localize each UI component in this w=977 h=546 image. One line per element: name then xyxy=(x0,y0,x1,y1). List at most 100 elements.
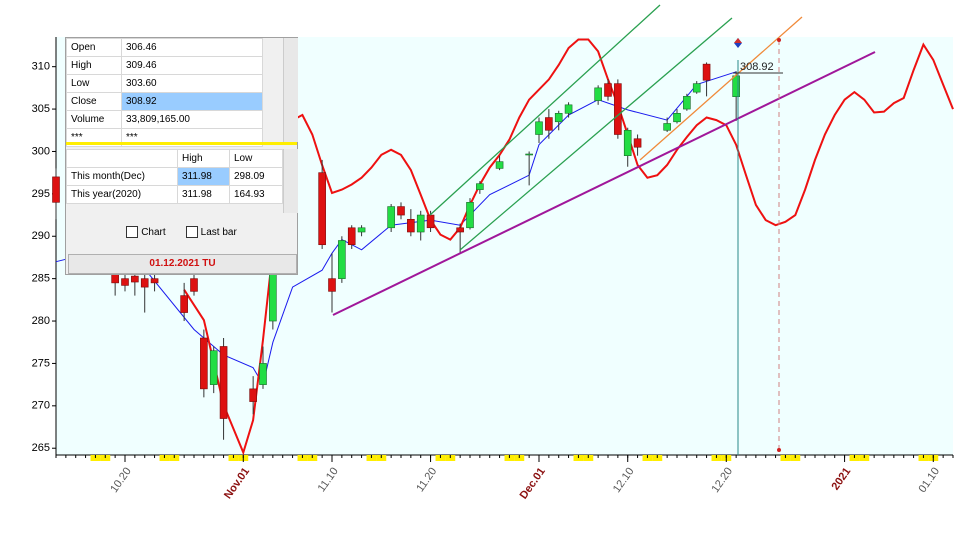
candle-body xyxy=(623,129,632,157)
checkbox[interactable]: Chart xyxy=(126,226,166,238)
candle-body xyxy=(219,346,228,419)
channel-line xyxy=(429,4,661,216)
range-cell: This month(Dec) xyxy=(66,167,178,186)
candle-body xyxy=(357,227,366,233)
drawing-tools xyxy=(332,4,876,455)
y-tick-label: 275 xyxy=(32,357,50,369)
candle-body xyxy=(121,278,129,286)
quote-row: Close 308.92 xyxy=(66,92,263,111)
header-cell xyxy=(66,149,178,168)
trend-line xyxy=(332,51,876,316)
candle-body xyxy=(614,83,622,135)
candle-body xyxy=(554,113,563,123)
quote-value: 309.46 xyxy=(121,56,263,75)
date-bar: 01.12.2021 TU xyxy=(68,254,297,274)
candle-body xyxy=(673,113,681,123)
x-tick-label: Nov.01 xyxy=(222,466,252,502)
quote-label: Volume xyxy=(66,110,122,129)
checkbox-label: Last bar xyxy=(200,226,237,238)
channel-line xyxy=(459,17,733,251)
x-tick-label: 01.10 xyxy=(917,466,943,495)
price-label: 308.92 xyxy=(740,61,774,73)
range-row: This year(2020) 311.98 164.93 xyxy=(66,185,284,204)
quote-value: 303.60 xyxy=(121,74,263,93)
range-cell: This year(2020) xyxy=(66,185,178,204)
quote-label: Open xyxy=(66,38,122,57)
candle-body xyxy=(249,388,257,402)
candle-body xyxy=(594,87,602,101)
x-tick-label: 12.10 xyxy=(611,466,637,495)
y-tick-label: 280 xyxy=(32,315,50,327)
y-tick-label: 305 xyxy=(32,103,50,115)
y-tick-label: 285 xyxy=(32,273,50,285)
x-tick-label: 2021 xyxy=(830,466,854,493)
range-header: High Low xyxy=(66,149,284,168)
candle-body xyxy=(663,123,671,131)
candle-body xyxy=(476,183,484,190)
header-cell: Low xyxy=(228,149,284,168)
range-cell: 311.98 xyxy=(176,185,230,204)
candle-body xyxy=(416,214,425,233)
range-row: This month(Dec) 311.98 298.09 xyxy=(66,167,284,186)
range-cell: 311.98 xyxy=(176,167,230,186)
info-panel: Open 306.46 High 309.46 Low 303.60 Close 308.92… xyxy=(65,37,298,275)
options: Chart Last bar xyxy=(66,226,297,238)
candle-body xyxy=(604,83,612,97)
quote-label: Close xyxy=(66,92,122,111)
checkbox-box xyxy=(185,226,198,238)
candle-body xyxy=(397,206,405,216)
quote-table: Open 306.46 High 309.46 Low 303.60 Close 308.92… xyxy=(66,38,263,147)
candle-body xyxy=(338,240,346,279)
trend-line xyxy=(639,16,803,161)
quote-row: Open 306.46 xyxy=(66,38,263,57)
candle-body xyxy=(190,278,198,292)
candle-body xyxy=(387,206,395,229)
candle-body xyxy=(456,227,464,233)
indicator-line xyxy=(55,71,737,386)
candle-body xyxy=(732,75,740,97)
candle-body xyxy=(209,350,218,385)
range-cell: 298.09 xyxy=(228,167,284,186)
y-tick-label: 290 xyxy=(32,230,50,242)
quote-row: Low 303.60 xyxy=(66,74,263,93)
candle-body xyxy=(200,337,208,390)
candle-body xyxy=(318,172,326,246)
scrollbar[interactable] xyxy=(283,38,298,142)
candle-body xyxy=(140,278,149,288)
candle-body xyxy=(466,202,474,229)
quote-value: 306.46 xyxy=(121,38,263,57)
y-tick-label: 310 xyxy=(32,61,50,73)
y-tick-label: 295 xyxy=(32,188,50,200)
quote-label: High xyxy=(66,56,122,75)
candle-body xyxy=(347,227,356,246)
marker xyxy=(734,38,742,43)
y-tick-label: 270 xyxy=(32,400,50,412)
candle-body xyxy=(702,63,711,81)
candle-body xyxy=(259,363,267,385)
quote-label: Low xyxy=(66,74,122,93)
range-cell: 164.93 xyxy=(228,185,284,204)
candle-body xyxy=(535,121,543,135)
x-tick-label: 12.20 xyxy=(710,466,736,495)
quote-row: High 309.46 xyxy=(66,56,263,75)
candle-body xyxy=(564,104,573,114)
indicator-line xyxy=(183,38,954,456)
candle-body xyxy=(52,176,60,203)
candle-body xyxy=(150,278,159,284)
candle-body xyxy=(131,275,139,283)
x-tick-label: Dec.01 xyxy=(518,466,548,502)
candle-body xyxy=(407,218,415,233)
candle-body xyxy=(545,117,553,131)
y-tick-label: 265 xyxy=(32,442,50,454)
checkbox[interactable]: Last bar xyxy=(185,226,237,238)
header-cell: High xyxy=(176,149,230,168)
marker xyxy=(777,448,781,452)
candle-body xyxy=(328,278,336,292)
candle-body xyxy=(633,138,642,148)
checkbox-box xyxy=(126,226,139,238)
candle-body xyxy=(180,295,188,313)
separator xyxy=(66,142,297,145)
checkbox-label: Chart xyxy=(141,226,166,238)
scrollbar[interactable] xyxy=(283,149,298,213)
